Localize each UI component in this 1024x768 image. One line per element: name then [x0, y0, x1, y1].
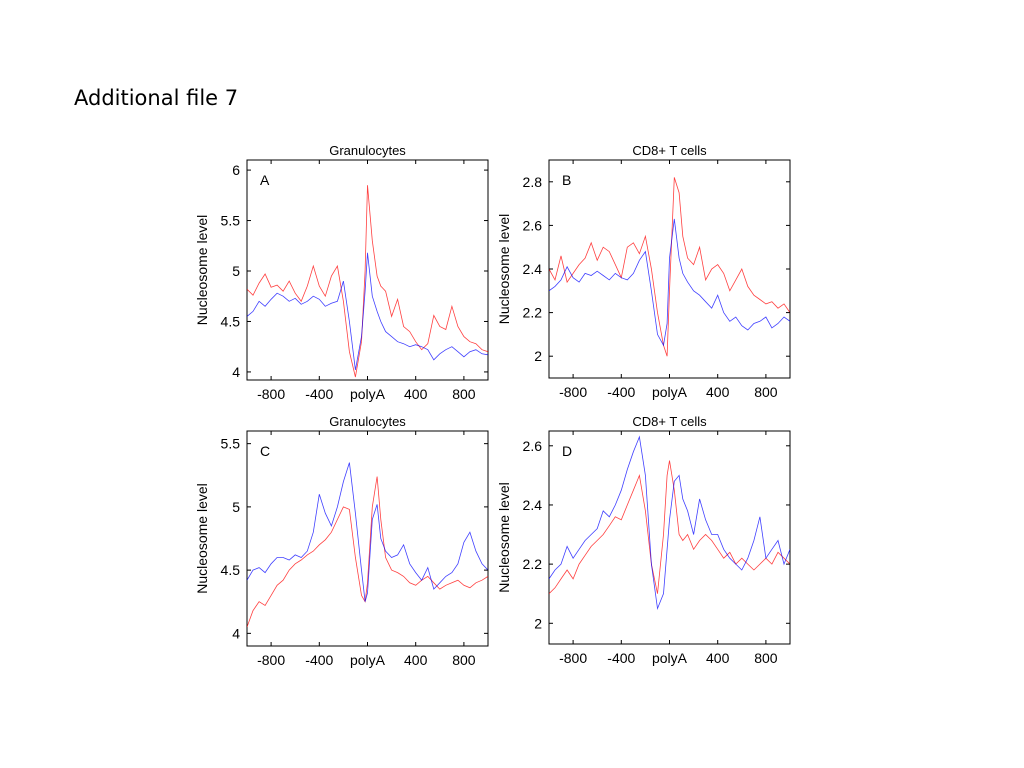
x-tick-label: -400	[607, 384, 635, 400]
chart-panel-b: CD8+ T cells -800 -400 polyA 400 800 2 2.2 2.4 2.…	[496, 143, 791, 400]
slide-title: Additional file 7	[74, 86, 239, 110]
x-tick-label: -800	[559, 650, 587, 666]
y-tick-label: 2	[534, 615, 542, 631]
y-axis-label: Nucleosome level	[496, 214, 512, 325]
y-tick-label: 4	[232, 625, 240, 641]
y-axis-label: Nucleosome level	[194, 483, 210, 594]
y-tick-label: 2.2	[523, 305, 543, 321]
panel-label: A	[260, 172, 270, 188]
panel-label: C	[260, 443, 270, 459]
panel-label: B	[562, 172, 571, 188]
y-tick-label: 2.4	[523, 497, 543, 513]
y-tick-label: 2	[534, 348, 542, 364]
plot-frame	[246, 430, 489, 647]
y-tick-label: 5.5	[221, 213, 241, 229]
chart-panel-c: Granulocytes -800 -400 polyA 400 800 4 4.5 5 5.5 N…	[194, 414, 489, 668]
y-tick-label: 4	[232, 364, 240, 380]
series-line-red	[549, 460, 790, 594]
y-tick-label: 6	[232, 162, 240, 178]
series-line-blue	[549, 435, 790, 611]
x-tick-label: 800	[452, 652, 476, 668]
x-tick-label: polyA	[350, 386, 386, 402]
y-tick-label: 5	[232, 499, 240, 515]
x-tick-label: 400	[404, 652, 428, 668]
panel-title: Granulocytes	[329, 414, 406, 429]
panel-title: CD8+ T cells	[632, 143, 707, 158]
x-tick-label: 800	[754, 384, 778, 400]
x-tick-label: 400	[404, 386, 428, 402]
y-tick-label: 2.8	[523, 174, 543, 190]
y-tick-label: 2.4	[523, 261, 543, 277]
x-tick-label: -800	[257, 386, 285, 402]
series-line-red	[549, 177, 790, 357]
x-tick-label: 800	[452, 386, 476, 402]
x-tick-label: -400	[607, 650, 635, 666]
y-tick-label: 4.5	[221, 562, 241, 578]
x-tick-label: -400	[305, 652, 333, 668]
x-tick-label: -400	[305, 386, 333, 402]
x-tick-label: -800	[559, 384, 587, 400]
y-axis-label: Nucleosome level	[496, 482, 512, 593]
series-line-blue	[247, 252, 488, 370]
series-line-red	[247, 185, 488, 378]
chart-panel-d: CD8+ T cells -800 -400 polyA 400 800 2 2.2 2.4 2.…	[496, 414, 791, 666]
y-tick-label: 2.6	[523, 438, 543, 454]
y-axis-label: Nucleosome level	[194, 215, 210, 326]
y-tick-label: 5.5	[221, 436, 241, 452]
x-tick-label: 400	[706, 650, 730, 666]
series-line-blue	[549, 218, 790, 347]
series-line-blue	[247, 462, 488, 602]
x-tick-label: polyA	[652, 384, 688, 400]
x-tick-label: 400	[706, 384, 730, 400]
y-tick-label: 2.6	[523, 217, 543, 233]
x-tick-label: 800	[754, 650, 778, 666]
panel-label: D	[562, 443, 572, 459]
y-tick-label: 2.2	[523, 556, 543, 572]
x-tick-label: polyA	[652, 650, 688, 666]
y-tick-label: 4.5	[221, 313, 241, 329]
panel-title: Granulocytes	[329, 143, 406, 158]
x-tick-label: -800	[257, 652, 285, 668]
chart-panel-a: Granulocytes -800 -400 polyA 400 800 4 4.5 5 5.5 6…	[194, 143, 489, 402]
panel-title: CD8+ T cells	[632, 414, 707, 429]
y-tick-label: 5	[232, 263, 240, 279]
series-line-red	[247, 476, 488, 628]
x-tick-label: polyA	[350, 652, 386, 668]
